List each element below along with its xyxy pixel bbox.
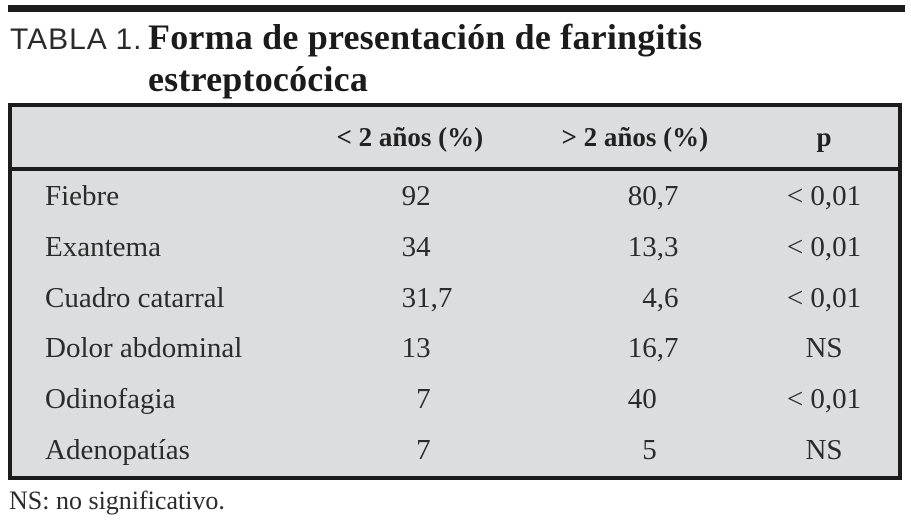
- cell-over-2-years: 4,6: [642, 281, 679, 314]
- header-p-value: p: [816, 121, 832, 152]
- table-row: Cuadro catarral 31,7 4,6 < 0,01: [12, 273, 898, 324]
- cell-over-2-years: 16,7: [627, 332, 679, 365]
- cell-over-2-years: 80,7: [627, 179, 679, 212]
- table-title-text: Forma de presentación de faringitis estr…: [148, 16, 702, 100]
- row-label: Odinofagia: [45, 383, 176, 416]
- row-label: Fiebre: [45, 179, 120, 212]
- cell-over-2-years: 40: [627, 383, 657, 416]
- row-label: Cuadro catarral: [45, 281, 225, 314]
- table-title-line2: estreptocócica: [148, 59, 369, 99]
- cell-under-2-years: 34: [401, 230, 431, 263]
- table-row: Fiebre 92 80,7 < 0,01: [12, 171, 898, 222]
- cell-p-value: < 0,01: [786, 281, 862, 314]
- cell-over-2-years: 5: [642, 434, 657, 467]
- table-row: Exantema 34 13,3 < 0,01: [12, 222, 898, 273]
- header-over-2-years: > 2 años (%): [561, 121, 709, 152]
- table-row: Odinofagia 7 40 < 0,01: [12, 374, 898, 425]
- cell-p-value: < 0,01: [786, 179, 862, 212]
- cell-p-value: NS: [805, 332, 843, 365]
- row-label: Dolor abdominal: [45, 332, 243, 365]
- row-label: Adenopatías: [45, 434, 190, 467]
- cell-under-2-years: 7: [416, 383, 431, 416]
- cell-under-2-years: 31,7: [401, 281, 453, 314]
- table-header-row: < 2 años (%) > 2 años (%) p: [12, 107, 898, 171]
- cell-under-2-years: 7: [416, 434, 431, 467]
- cell-p-value: < 0,01: [786, 230, 862, 263]
- top-rule: [8, 5, 905, 12]
- table-title-line1: Forma de presentación de faringitis: [148, 17, 703, 57]
- row-label: Exantema: [45, 230, 161, 263]
- cell-p-value: < 0,01: [786, 383, 862, 416]
- cell-over-2-years: 13,3: [627, 230, 679, 263]
- table-row: Dolor abdominal 13 16,7 NS: [12, 323, 898, 374]
- cell-p-value: NS: [805, 434, 843, 467]
- cell-under-2-years: 13: [401, 332, 431, 365]
- footnote: NS: no significativo.: [9, 486, 225, 515]
- data-table: < 2 años (%) > 2 años (%) p Fiebre 92 80…: [8, 103, 902, 480]
- table-number-label: TABLA 1.: [10, 23, 143, 56]
- header-under-2-years: < 2 años (%): [336, 121, 484, 152]
- table-body: Fiebre 92 80,7 < 0,01 Exantema 34 13,3 <…: [12, 171, 898, 476]
- table-row: Adenopatías 7 5 NS: [12, 425, 898, 476]
- cell-under-2-years: 92: [401, 179, 431, 212]
- table-caption: TABLA 1. Forma de presentación de faring…: [10, 16, 702, 100]
